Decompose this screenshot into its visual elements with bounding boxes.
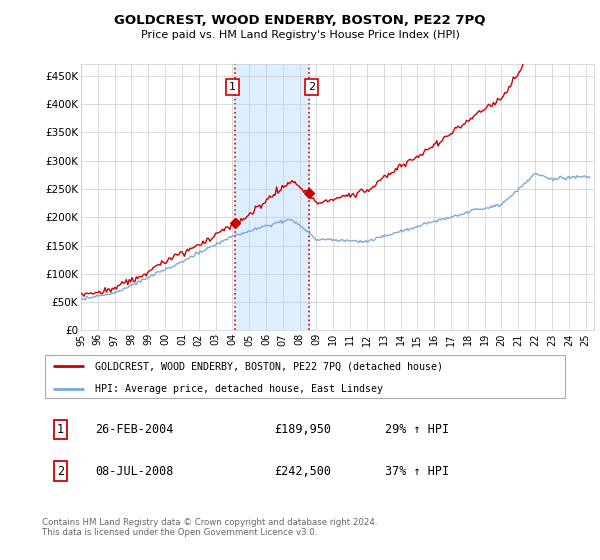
Text: 1: 1: [229, 82, 236, 92]
Text: 37% ↑ HPI: 37% ↑ HPI: [385, 465, 449, 478]
Text: GOLDCREST, WOOD ENDERBY, BOSTON, PE22 7PQ: GOLDCREST, WOOD ENDERBY, BOSTON, PE22 7P…: [114, 13, 486, 27]
Text: Price paid vs. HM Land Registry's House Price Index (HPI): Price paid vs. HM Land Registry's House …: [140, 30, 460, 40]
Text: 08-JUL-2008: 08-JUL-2008: [95, 465, 173, 478]
Text: £189,950: £189,950: [274, 423, 331, 436]
Text: GOLDCREST, WOOD ENDERBY, BOSTON, PE22 7PQ (detached house): GOLDCREST, WOOD ENDERBY, BOSTON, PE22 7P…: [95, 361, 443, 371]
Text: 2: 2: [308, 82, 315, 92]
Text: HPI: Average price, detached house, East Lindsey: HPI: Average price, detached house, East…: [95, 384, 383, 394]
Text: 1: 1: [57, 423, 64, 436]
Bar: [235, 64, 309, 330]
Text: 29% ↑ HPI: 29% ↑ HPI: [385, 423, 449, 436]
Text: 26-FEB-2004: 26-FEB-2004: [95, 423, 173, 436]
Text: 2: 2: [57, 465, 64, 478]
Text: £242,500: £242,500: [274, 465, 331, 478]
Text: Contains HM Land Registry data © Crown copyright and database right 2024.
This d: Contains HM Land Registry data © Crown c…: [42, 518, 377, 538]
FancyBboxPatch shape: [44, 354, 565, 399]
